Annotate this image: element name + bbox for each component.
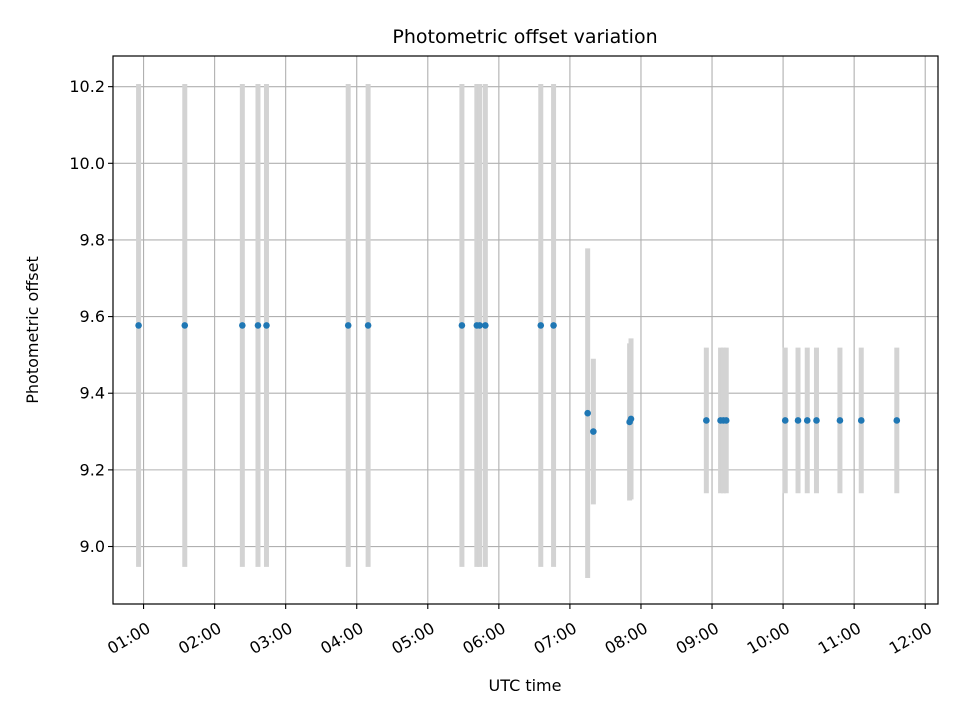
data-point [482,322,489,329]
data-point [857,417,865,424]
grid [113,56,938,604]
y-tick-label: 9.4 [80,384,105,403]
data-point [703,417,710,424]
data-point [263,322,270,329]
y-tick-label: 9.6 [80,307,105,326]
data-point [584,409,591,417]
data-point [537,322,545,329]
y-tick-label: 10.0 [69,154,105,173]
y-tick-label: 9.0 [80,537,105,556]
y-axis-label: Photometric offset [23,256,42,404]
data-point [239,322,246,329]
data-point [722,417,730,424]
data-point [803,417,811,424]
data-point [781,417,789,424]
data-point [813,417,820,424]
data-point [893,417,901,424]
y-tick-label: 10.2 [69,77,105,96]
plot-frame [112,55,939,605]
data-point [476,322,483,329]
data-point [836,417,844,424]
data-point [794,417,802,424]
x-axis-label: UTC time [489,676,562,695]
y-tick-label: 9.8 [80,230,105,249]
data-point [364,322,372,329]
data-point [181,322,189,329]
data-point [627,415,635,423]
data-point [590,428,597,435]
data-point [458,322,466,329]
data-point [254,322,262,329]
chart-title: Photometric offset variation [392,26,657,48]
data-point [135,322,142,329]
data-point [344,322,352,329]
y-tick-label: 9.2 [80,460,105,479]
data-point [550,322,557,329]
data-points [135,322,901,435]
y-axis-ticks: 9.0 9.2 9.4 9.6 9.8 10.0 10.2 [69,77,113,556]
